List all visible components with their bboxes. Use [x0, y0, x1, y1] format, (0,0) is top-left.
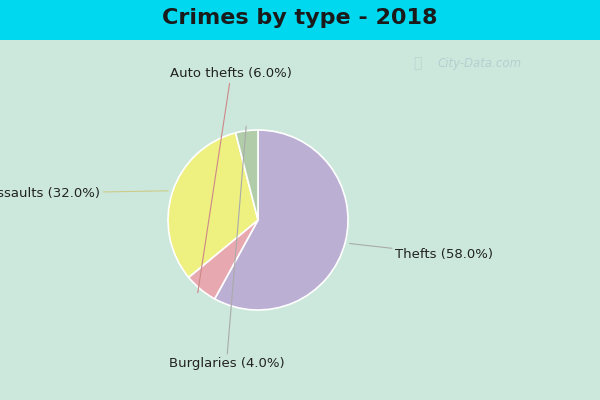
Wedge shape [168, 133, 258, 277]
Text: Burglaries (4.0%): Burglaries (4.0%) [169, 126, 284, 370]
Wedge shape [215, 130, 348, 310]
Text: Auto thefts (6.0%): Auto thefts (6.0%) [170, 68, 292, 293]
Text: ⓘ: ⓘ [413, 57, 421, 70]
Text: City-Data.com: City-Data.com [438, 58, 522, 70]
Text: Thefts (58.0%): Thefts (58.0%) [350, 244, 493, 261]
Wedge shape [188, 220, 258, 299]
Text: Crimes by type - 2018: Crimes by type - 2018 [162, 8, 438, 28]
Text: Assaults (32.0%): Assaults (32.0%) [0, 186, 168, 200]
Wedge shape [236, 130, 258, 220]
